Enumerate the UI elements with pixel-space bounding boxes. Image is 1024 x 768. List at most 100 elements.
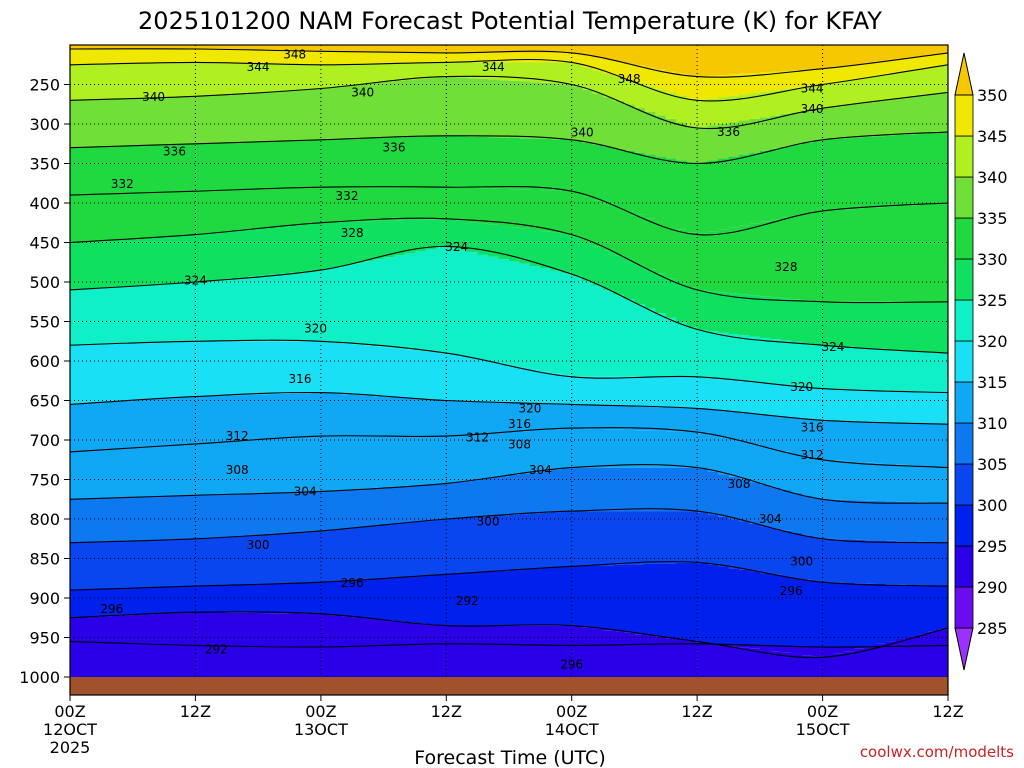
field-band [697,233,709,291]
field-band [205,612,217,646]
field-band [279,393,291,439]
contour-label: 304 [759,512,782,526]
field-band [258,394,270,440]
field-band [676,639,688,645]
contour-label: 296 [780,584,803,598]
field-band [111,642,123,677]
field-band [864,45,876,63]
field-band [613,207,625,256]
field-band [738,45,750,74]
field-band [435,136,447,188]
field-band [279,583,291,614]
field-band [268,188,280,228]
field-band [132,145,144,193]
field-band [529,644,541,677]
field-band [174,397,186,445]
field-band [394,81,406,138]
field-band [122,448,134,498]
colorbar-tick-label: 320 [977,332,1008,351]
field-band [665,225,677,279]
field-band [268,45,280,51]
field-band [728,293,740,335]
isentrope-line [70,48,948,78]
field-band [362,526,374,580]
field-band [90,344,102,403]
field-band [644,430,656,468]
field-band [916,502,928,542]
field-band [435,218,447,248]
contour-label: 340 [571,126,594,140]
field-band [613,61,625,77]
field-band [916,133,928,205]
isentrope-line [70,245,948,354]
field-band [833,539,845,583]
field-band [373,52,385,64]
field-band [331,267,343,343]
field-band [801,142,813,214]
isentrope-line [70,611,948,659]
field-band [289,188,301,226]
field-band [582,45,594,56]
field-band [697,290,709,331]
field-band [70,147,82,195]
field-band [143,399,155,447]
field-band [529,369,541,404]
field-band [759,72,771,92]
field-band [70,194,82,243]
colorbar-bin [954,586,974,629]
field-band [352,84,364,139]
field-band [801,535,813,580]
field-band [509,45,521,53]
field-band [738,73,750,95]
field-band [519,402,531,432]
field-band [414,623,426,645]
field-band [174,495,186,540]
field-band [843,651,855,677]
field-band [718,566,730,645]
field-band [226,45,238,50]
field-band [561,84,573,140]
field-band [216,442,228,495]
field-band [603,45,615,60]
field-band [550,429,562,470]
field-band [111,497,123,542]
field-band [623,104,636,151]
colorbar-bin [954,135,974,178]
field-band [759,526,771,574]
field-band [571,566,583,627]
field-band [404,137,416,188]
field-band [247,584,259,613]
field-band [519,45,531,53]
field-band [268,492,280,534]
contour-label: 320 [790,380,813,394]
field-band [414,62,426,80]
field-band [509,52,521,63]
field-band [519,473,531,515]
field-band [801,213,813,301]
field-band [613,45,625,62]
field-band [801,387,813,419]
field-band [603,97,615,147]
field-band [738,381,750,413]
field-band [299,45,311,52]
field-band [874,501,886,541]
field-band [488,625,500,645]
field-band [101,616,113,643]
field-band [937,132,948,204]
field-band [927,94,939,133]
field-band [780,298,792,341]
field-band [404,80,416,138]
field-band [759,573,771,646]
contour-label: 344 [247,60,270,74]
field-band [435,574,447,626]
field-band [728,644,740,647]
field-band [718,158,730,230]
field-band [488,224,500,257]
y-tick-label: 800 [29,510,60,529]
field-band [101,240,113,288]
field-band [770,449,782,488]
field-band [90,45,102,49]
field-band [279,90,291,141]
field-band [592,144,604,201]
field-band [906,205,918,302]
